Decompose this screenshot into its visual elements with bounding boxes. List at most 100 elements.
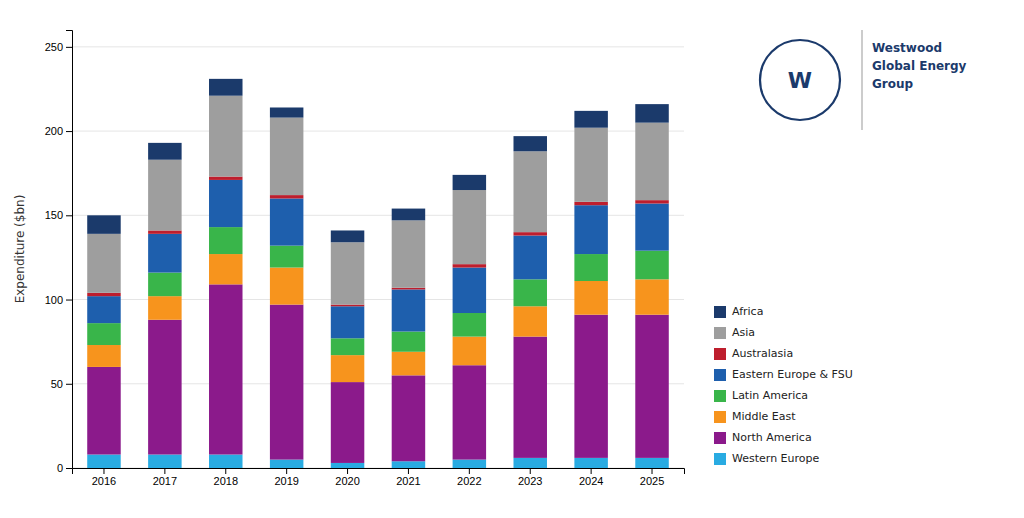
series (87, 96, 669, 305)
bar (392, 332, 425, 352)
bar (209, 227, 242, 254)
bar (574, 205, 607, 254)
bar (453, 190, 486, 264)
bar (87, 345, 120, 367)
bar (453, 313, 486, 337)
logo: WWestwoodGlobal EnergyGroup (760, 30, 967, 130)
x-tick: 2018 (214, 468, 238, 487)
legend: AfricaAsiaAustralasiaEastern Europe & FS… (714, 305, 853, 465)
bar (87, 234, 120, 293)
legend-swatch (714, 453, 726, 465)
legend-label: Australasia (732, 347, 793, 360)
legend-swatch (714, 348, 726, 360)
y-tick: 150 (45, 209, 72, 221)
y-tick-mark (66, 215, 72, 216)
x-tick: 2025 (640, 468, 664, 487)
bar (87, 367, 120, 455)
y-tick: 0 (57, 462, 72, 474)
legend-label: Eastern Europe & FSU (732, 368, 853, 381)
x-tick: 2016 (92, 468, 116, 487)
y-tick: 100 (45, 294, 72, 306)
x-tick-mark (530, 468, 531, 474)
bar (635, 315, 668, 458)
y-axis-line (66, 31, 73, 469)
bar (209, 284, 242, 454)
legend-label: North America (732, 431, 812, 444)
logo-mark: W (788, 68, 812, 93)
bar (87, 215, 120, 234)
bar (574, 202, 607, 205)
bar (392, 352, 425, 376)
bar (209, 79, 242, 96)
x-tick-mark (225, 468, 226, 474)
bar (148, 143, 181, 160)
bar (635, 200, 668, 203)
x-tick: 2021 (396, 468, 420, 487)
bar (148, 455, 181, 468)
bar (270, 305, 303, 460)
x-tick-mark (408, 468, 409, 474)
bar (574, 111, 607, 128)
bar (635, 104, 668, 123)
y-tick-mark (66, 468, 72, 469)
bar (635, 123, 668, 200)
y-tick-mark (66, 47, 72, 48)
bar (148, 160, 181, 231)
legend-item: Australasia (714, 347, 793, 360)
bar (513, 236, 546, 280)
bar (148, 234, 181, 273)
x-tick-label: 2022 (457, 475, 481, 487)
legend-item: Latin America (714, 389, 808, 402)
legend-swatch (714, 327, 726, 339)
x-tick-mark (103, 468, 104, 474)
x-tick: 2020 (335, 468, 359, 487)
bar (635, 458, 668, 468)
bar (513, 458, 546, 468)
bar (392, 288, 425, 290)
bar (148, 296, 181, 320)
x-tick-label: 2017 (153, 475, 177, 487)
x-tick-mark (591, 468, 592, 474)
x-tick: 2022 (457, 468, 481, 487)
bar (209, 254, 242, 284)
y-tick: 200 (45, 125, 72, 137)
bar (513, 232, 546, 235)
bar (513, 151, 546, 232)
y-tick-label: 150 (45, 209, 63, 221)
bar (392, 220, 425, 287)
bar (148, 273, 181, 297)
grid-line (72, 46, 684, 47)
series (87, 79, 669, 242)
bar (331, 230, 364, 242)
bar (513, 136, 546, 151)
x-tick-label: 2019 (274, 475, 298, 487)
bar (270, 246, 303, 268)
logo-separator (861, 30, 862, 130)
bar (453, 175, 486, 190)
bar (209, 177, 242, 180)
x-tick-mark (652, 468, 653, 474)
bar (87, 293, 120, 296)
legend-item: Eastern Europe & FSU (714, 368, 853, 381)
bar (331, 338, 364, 355)
y-tick-mark (66, 131, 72, 132)
bar (392, 375, 425, 461)
bar (392, 209, 425, 221)
bar (331, 242, 364, 304)
x-tick-mark (469, 468, 470, 474)
y-tick-label: 50 (51, 378, 63, 390)
bar (148, 320, 181, 455)
y-tick-label: 250 (45, 41, 63, 53)
logo-text: Westwood (872, 41, 942, 55)
bar (513, 337, 546, 458)
logo-text: Global Energy (872, 59, 967, 73)
y-tick: 50 (51, 378, 72, 390)
x-tick-label: 2016 (92, 475, 116, 487)
bar (574, 281, 607, 315)
y-tick-label: 200 (45, 125, 63, 137)
legend-item: Africa (714, 305, 763, 318)
grid (72, 47, 684, 468)
legend-label: Western Europe (732, 452, 820, 465)
x-tick-label: 2020 (335, 475, 359, 487)
y-tick-label: 0 (57, 462, 63, 474)
